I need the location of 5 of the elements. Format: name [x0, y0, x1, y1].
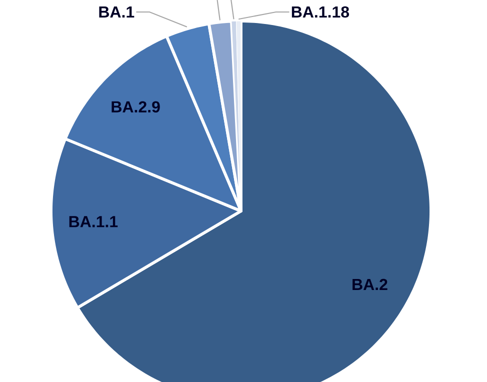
slice-label: BA.2: [352, 278, 388, 290]
slice-label: BA.2.9: [112, 101, 160, 113]
slice-label: BA.1.1: [69, 216, 118, 228]
slice-label: BA.1: [99, 6, 134, 18]
slice-label: BA.1.18: [292, 6, 350, 18]
